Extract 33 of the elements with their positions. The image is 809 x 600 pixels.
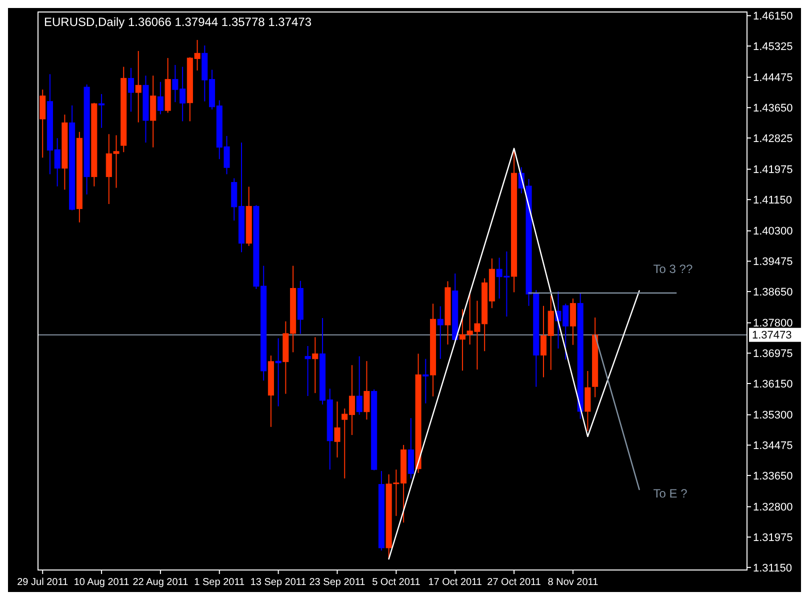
y-tick-label: 1.36975	[753, 348, 793, 360]
y-tick-label: 1.46150	[753, 10, 793, 23]
x-tick-label: 5 Oct 2011	[372, 577, 421, 588]
x-tick-label: 1 Sep 2011	[194, 577, 246, 588]
y-tick-label: 1.40300	[753, 226, 793, 238]
y-tick-label: 1.45325	[753, 40, 793, 53]
y-tick-label: 1.44475	[753, 72, 793, 84]
chart-title: EURUSD,Daily 1.36066 1.37944 1.35778 1.37473	[44, 15, 312, 29]
y-tick-label: 1.39475	[753, 256, 793, 268]
y-tick-label: 1.34475	[753, 440, 793, 452]
y-tick-label: 1.38650	[753, 286, 793, 298]
x-tick-label: 8 Nov 2011	[548, 577, 599, 588]
y-tick-label: 1.41150	[753, 194, 792, 206]
y-tick-label: 1.37800	[753, 318, 793, 330]
annotation: To 3 ??	[653, 262, 693, 276]
x-tick-label: 13 Sep 2011	[250, 577, 307, 588]
x-tick-label: 23 Sep 2011	[309, 577, 366, 588]
y-tick-label: 1.31975	[753, 532, 793, 544]
y-tick-label: 1.36150	[753, 378, 793, 390]
y-tick-label: 1.35300	[753, 410, 793, 422]
y-tick-label: 1.42825	[753, 132, 793, 145]
x-tick-label: 29 Jul 2011	[17, 577, 69, 588]
annotation: To E ?	[653, 486, 688, 501]
x-tick-label: 22 Aug 2011	[132, 577, 189, 588]
x-tick-label: 17 Oct 2011	[428, 577, 482, 588]
y-tick-label: 1.31150	[753, 562, 792, 574]
y-tick-label: 1.41975	[753, 164, 793, 176]
x-tick-label: 27 Oct 2011	[487, 577, 542, 588]
y-tick-label: 1.32800	[753, 502, 793, 514]
y-tick-label: 1.43650	[753, 102, 793, 114]
ref-line-label: 1.37473	[752, 330, 792, 342]
y-tick-label: 1.33650	[753, 470, 793, 482]
x-tick-label: 10 Aug 2011	[74, 577, 130, 588]
